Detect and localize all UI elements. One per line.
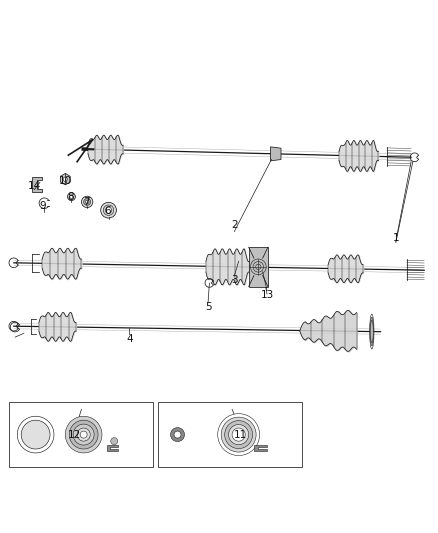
Polygon shape	[107, 445, 118, 451]
Bar	[158, 402, 302, 467]
Text: 14: 14	[28, 181, 41, 191]
Polygon shape	[254, 445, 267, 451]
Circle shape	[17, 416, 54, 453]
Polygon shape	[32, 176, 42, 192]
Circle shape	[174, 431, 181, 438]
Circle shape	[65, 416, 102, 453]
Polygon shape	[271, 147, 281, 161]
Text: 8: 8	[67, 192, 74, 201]
Circle shape	[73, 424, 94, 445]
Circle shape	[67, 193, 75, 200]
Circle shape	[101, 203, 117, 218]
Text: 11: 11	[234, 430, 247, 440]
Text: 2: 2	[231, 220, 237, 230]
Circle shape	[21, 420, 50, 449]
Circle shape	[85, 200, 89, 204]
Text: 5: 5	[205, 302, 212, 312]
Circle shape	[221, 417, 256, 452]
Circle shape	[63, 177, 67, 181]
Circle shape	[232, 428, 245, 441]
Circle shape	[225, 421, 253, 449]
Circle shape	[229, 425, 249, 445]
Circle shape	[111, 438, 118, 445]
Text: 9: 9	[40, 201, 46, 211]
Circle shape	[103, 205, 114, 215]
Text: 4: 4	[126, 334, 133, 344]
Bar	[9, 402, 152, 467]
Circle shape	[84, 198, 91, 205]
Text: 10: 10	[59, 176, 72, 187]
Text: 12: 12	[68, 430, 81, 440]
Circle shape	[106, 207, 112, 213]
Text: 3: 3	[231, 276, 237, 286]
Text: 7: 7	[83, 197, 90, 207]
Circle shape	[170, 427, 184, 441]
Text: 13: 13	[261, 290, 274, 300]
Ellipse shape	[371, 320, 373, 343]
Text: 1: 1	[392, 233, 399, 243]
Ellipse shape	[370, 317, 374, 346]
Circle shape	[70, 195, 73, 198]
Circle shape	[77, 428, 90, 441]
Circle shape	[81, 196, 93, 207]
Polygon shape	[249, 247, 268, 287]
Circle shape	[80, 431, 87, 438]
Circle shape	[69, 420, 98, 449]
Text: 6: 6	[104, 206, 111, 216]
Circle shape	[218, 414, 260, 456]
Polygon shape	[60, 174, 70, 185]
